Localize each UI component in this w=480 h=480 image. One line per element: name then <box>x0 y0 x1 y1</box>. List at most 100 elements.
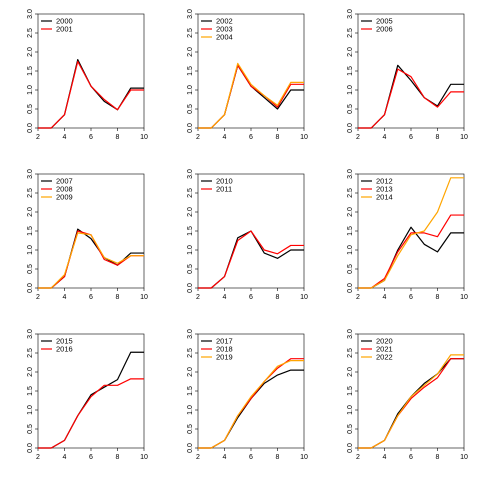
y-tick-label: 0.5 <box>347 424 354 434</box>
x-tick-label: 10 <box>300 454 308 461</box>
y-tick-label: 2.5 <box>27 348 34 358</box>
y-tick-label: 0.5 <box>187 104 194 114</box>
legend-label: 2018 <box>216 345 233 354</box>
y-tick-label: 0.0 <box>347 123 354 133</box>
y-tick-label: 0.5 <box>27 104 34 114</box>
legend-label: 2014 <box>376 193 393 202</box>
y-tick-label: 3.0 <box>187 169 194 179</box>
x-tick-label: 8 <box>276 454 280 461</box>
y-tick-label: 3.0 <box>27 9 34 19</box>
y-tick-label: 0.0 <box>187 123 194 133</box>
y-tick-label: 3.0 <box>347 329 354 339</box>
series-line-2020 <box>358 358 464 449</box>
legend-label: 2008 <box>56 185 73 194</box>
legend-label: 2020 <box>376 337 393 346</box>
y-tick-label: 2.5 <box>27 28 34 38</box>
legend-label: 2005 <box>376 17 393 26</box>
x-tick-label: 6 <box>249 454 253 461</box>
legend-label: 2012 <box>376 177 393 186</box>
y-tick-label: 1.0 <box>347 405 354 415</box>
y-tick-label: 2.0 <box>347 367 354 377</box>
x-tick-label: 2 <box>356 454 360 461</box>
x-tick-label: 10 <box>460 454 468 461</box>
y-tick-label: 3.0 <box>187 329 194 339</box>
x-tick-label: 10 <box>140 454 148 461</box>
x-tick-label: 2 <box>356 134 360 141</box>
x-tick-label: 2 <box>36 294 40 301</box>
plot-frame <box>357 13 465 129</box>
y-tick-label: 1.5 <box>187 66 194 76</box>
chart-panel: 2 4 6 8 10 0.0 0.5 1.0 1.5 2.0 2.5 3.0 2002 2003 2004 <box>160 0 320 160</box>
y-tick-label: 0.0 <box>27 283 34 293</box>
legend-label: 2000 <box>56 17 73 26</box>
series-line-2021 <box>358 358 464 449</box>
series-line-2015 <box>38 351 144 449</box>
x-tick-label: 2 <box>36 454 40 461</box>
y-tick-label: 1.5 <box>27 66 34 76</box>
series-line-2011 <box>198 230 304 289</box>
legend-label: 2017 <box>216 337 233 346</box>
y-tick-label: 0.5 <box>347 104 354 114</box>
y-tick-label: 1.5 <box>27 226 34 236</box>
legend-label: 2003 <box>216 25 233 34</box>
chart-panel: 2 4 6 8 10 0.0 0.5 1.0 1.5 2.0 2.5 3.0 2020 2021 2022 <box>320 320 480 480</box>
chart-panel: 2 4 6 8 10 0.0 0.5 1.0 1.5 2.0 2.5 3.0 2000 2001 <box>0 0 160 160</box>
x-tick-label: 4 <box>63 454 67 461</box>
chart-panel: 2 4 6 8 10 0.0 0.5 1.0 1.5 2.0 2.5 3.0 2017 2018 2019 <box>160 320 320 480</box>
y-tick-label: 2.5 <box>347 348 354 358</box>
y-tick-label: 1.5 <box>187 386 194 396</box>
series-line-2016 <box>38 378 144 449</box>
x-tick-label: 6 <box>409 454 413 461</box>
x-tick-label: 6 <box>409 134 413 141</box>
y-tick-label: 0.5 <box>27 264 34 274</box>
x-tick-label: 2 <box>356 294 360 301</box>
plot-frame <box>357 333 465 449</box>
legend-label: 2002 <box>216 17 233 26</box>
x-tick-label: 6 <box>89 294 93 301</box>
y-tick-label: 1.0 <box>27 405 34 415</box>
y-tick-label: 2.0 <box>187 47 194 57</box>
x-tick-label: 4 <box>63 294 67 301</box>
y-tick-label: 2.5 <box>187 188 194 198</box>
y-tick-label: 2.0 <box>27 47 34 57</box>
y-tick-label: 0.0 <box>187 443 194 453</box>
y-tick-label: 1.0 <box>187 85 194 95</box>
series-line-2003 <box>198 64 304 129</box>
series-line-2012 <box>358 226 464 289</box>
y-tick-label: 1.5 <box>347 66 354 76</box>
x-tick-label: 8 <box>436 454 440 461</box>
y-tick-label: 3.0 <box>27 329 34 339</box>
y-tick-label: 1.5 <box>347 386 354 396</box>
x-tick-label: 10 <box>140 134 148 141</box>
y-tick-label: 3.0 <box>347 9 354 19</box>
x-tick-label: 8 <box>116 134 120 141</box>
series-line-2005 <box>358 64 464 129</box>
plot-frame <box>357 173 465 289</box>
x-tick-label: 2 <box>36 134 40 141</box>
y-tick-label: 0.5 <box>347 264 354 274</box>
plot-frame <box>197 13 305 129</box>
x-tick-label: 6 <box>249 134 253 141</box>
y-tick-label: 2.5 <box>187 348 194 358</box>
y-tick-label: 3.0 <box>187 9 194 19</box>
legend-label: 2010 <box>216 177 233 186</box>
legend-label: 2013 <box>376 185 393 194</box>
x-tick-label: 8 <box>276 134 280 141</box>
series-line-2001 <box>38 60 144 129</box>
series-line-2002 <box>198 64 304 129</box>
series-line-2013 <box>358 214 464 289</box>
y-tick-label: 2.5 <box>347 28 354 38</box>
x-tick-label: 4 <box>223 294 227 301</box>
chart-panel: 2 4 6 8 10 0.0 0.5 1.0 1.5 2.0 2.5 3.0 2015 2016 <box>0 320 160 480</box>
x-tick-label: 2 <box>196 294 200 301</box>
y-tick-label: 2.5 <box>347 188 354 198</box>
y-tick-label: 0.0 <box>187 283 194 293</box>
y-tick-label: 2.0 <box>347 47 354 57</box>
